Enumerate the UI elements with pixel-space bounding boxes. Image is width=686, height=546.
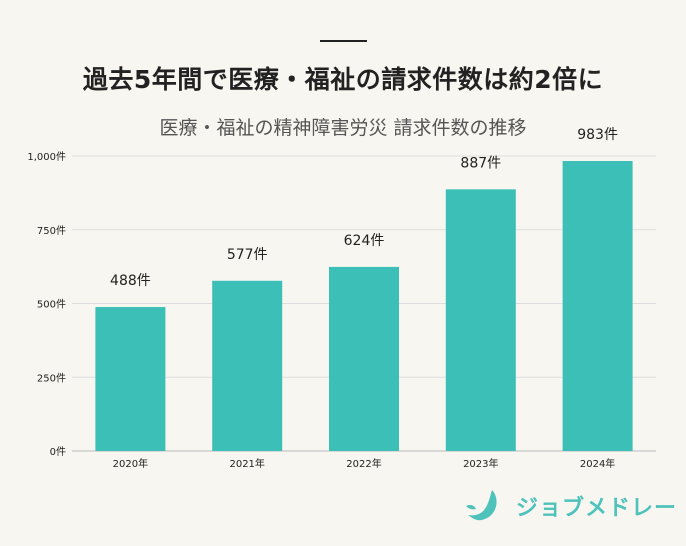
data-label: 488件 <box>110 273 151 289</box>
page-title: 過去5年間で医療・福祉の請求件数は約2倍に <box>82 65 604 94</box>
x-tick-label: 2021年 <box>229 457 264 470</box>
x-tick-label: 2024年 <box>580 457 615 470</box>
y-tick-label: 1,000件 <box>27 151 66 163</box>
x-tick-label: 2020年 <box>113 457 148 470</box>
y-tick-label: 250件 <box>37 372 66 384</box>
bar-2020年 <box>95 307 166 451</box>
y-tick-label: 500件 <box>37 299 66 311</box>
data-label: 624件 <box>344 233 385 249</box>
bar-2021年 <box>212 280 283 451</box>
bar-2024年 <box>562 161 633 451</box>
title-rule <box>320 40 367 42</box>
brand-logo: ジョブメドレー <box>464 488 677 524</box>
bar-2022年 <box>329 266 399 451</box>
data-label: 887件 <box>460 155 501 171</box>
brand-name: ジョブメドレー <box>516 496 678 521</box>
x-tick-label: 2022年 <box>346 457 381 470</box>
chart-title: 医療・福祉の精神障害労災 請求件数の推移 <box>159 117 527 139</box>
bar-2023年 <box>445 189 516 451</box>
data-label: 577件 <box>227 247 268 263</box>
data-label: 983件 <box>577 127 618 143</box>
x-tick-label: 2023年 <box>463 457 498 470</box>
jobmedley-logo-icon <box>466 490 497 521</box>
y-tick-label: 0件 <box>50 446 66 458</box>
y-tick-label: 750件 <box>37 225 66 237</box>
